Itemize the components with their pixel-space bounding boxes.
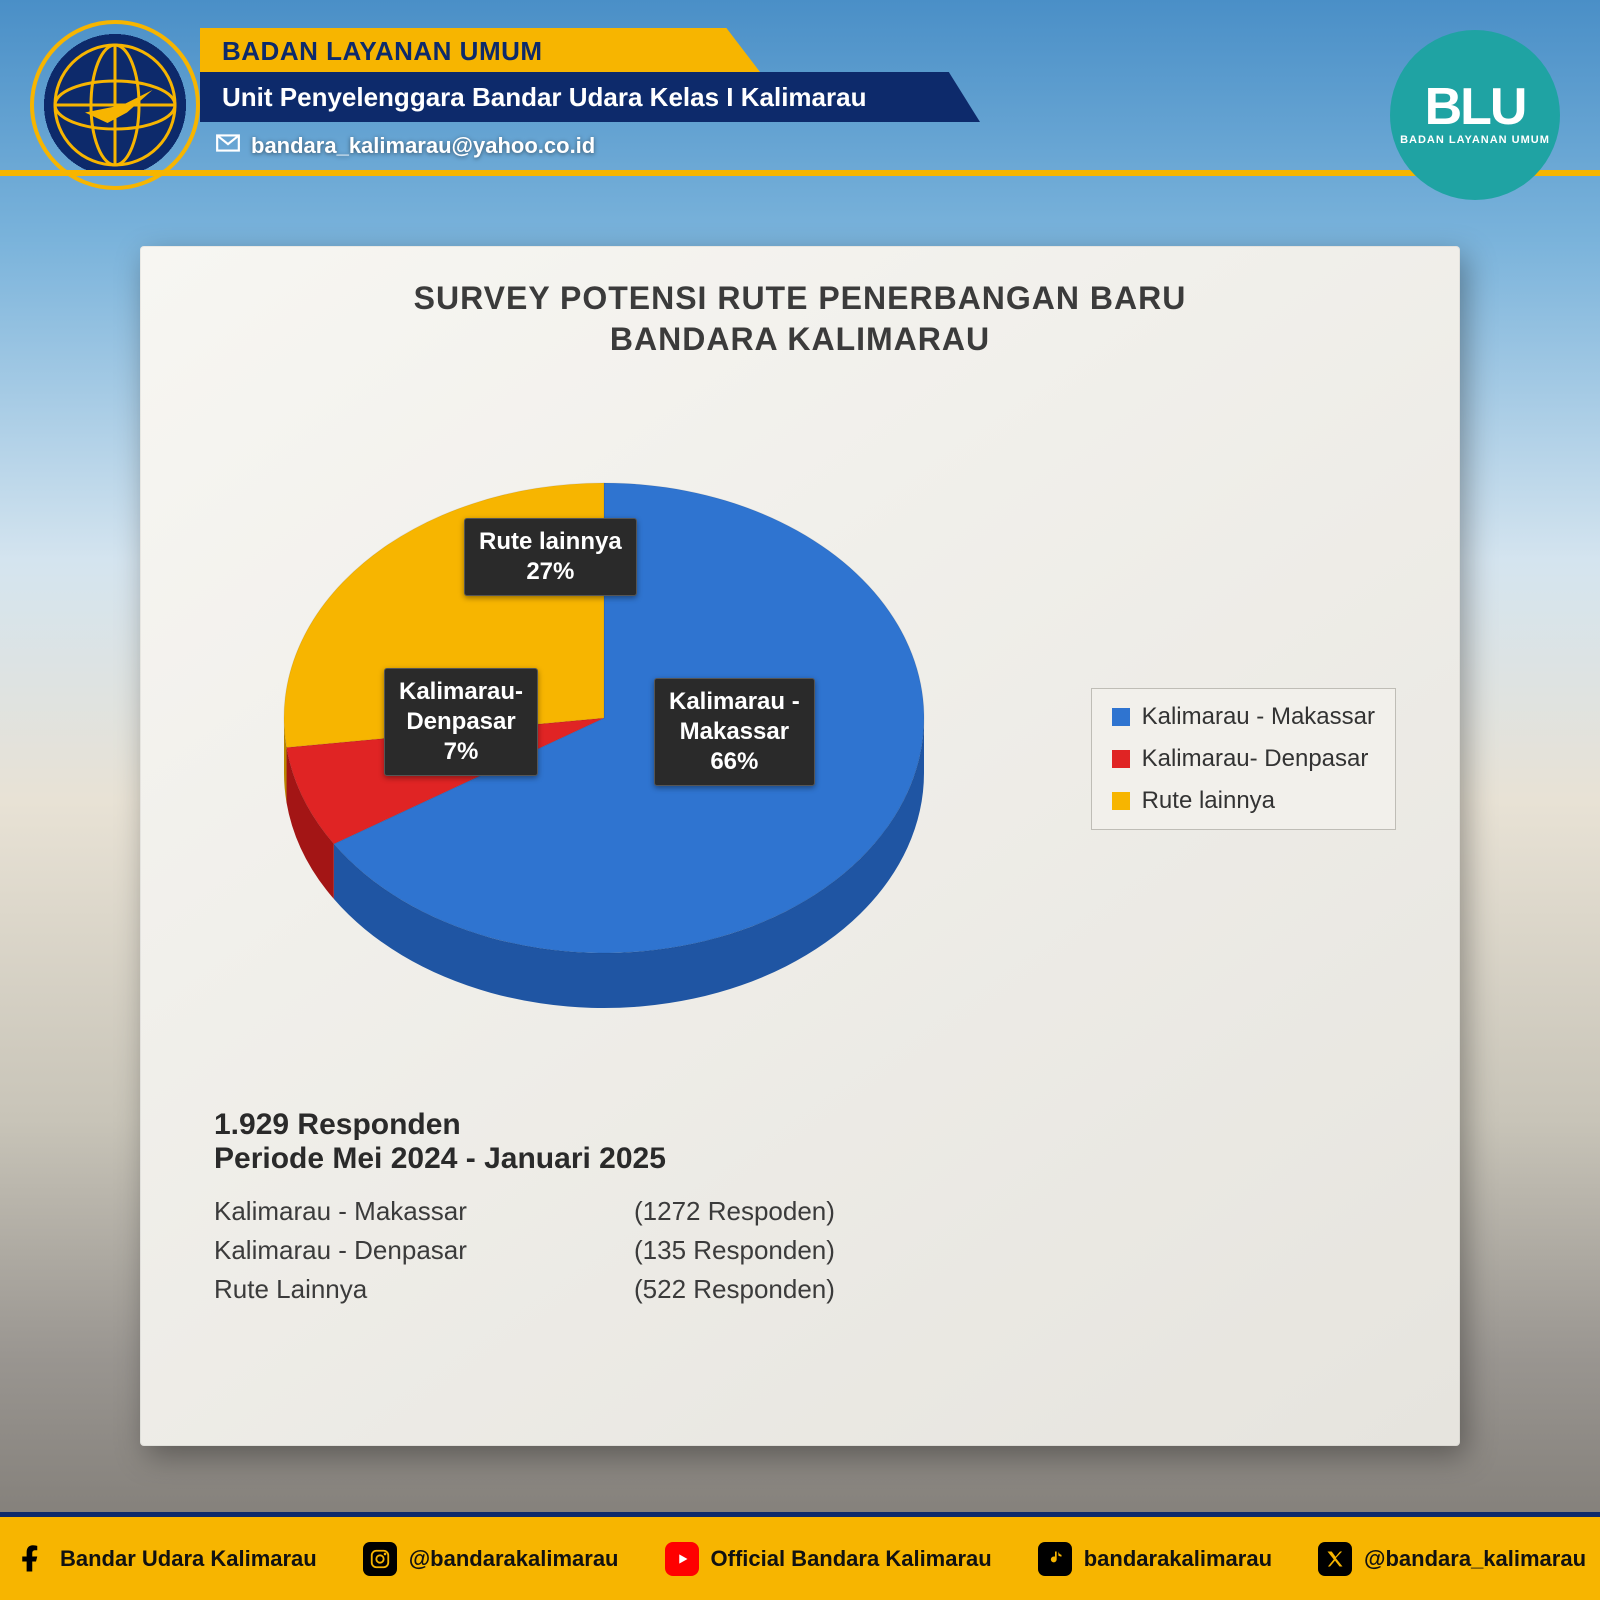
legend-swatch (1112, 708, 1130, 726)
x-icon (1318, 1542, 1352, 1576)
org-banner-primary: BADAN LAYANAN UMUM (200, 28, 760, 72)
survey-card: SURVEY POTENSI RUTE PENERBANGAN BARU BAN… (140, 246, 1460, 1446)
blu-acronym: BLU (1425, 84, 1526, 131)
legend-item-0: Kalimarau - Makassar (1112, 703, 1375, 731)
summary-route: Kalimarau - Makassar (214, 1192, 634, 1231)
slice-callout-denpasar: Kalimarau-Denpasar7% (384, 668, 538, 776)
org-banner-secondary: Unit Penyelenggara Bandar Udara Kelas I … (200, 72, 980, 122)
social-handle: @bandara_kalimarau (1364, 1546, 1586, 1572)
instagram-icon (363, 1542, 397, 1576)
summary: 1.929 Responden Periode Mei 2024 - Janua… (214, 1108, 1416, 1309)
social-handle: Official Bandara Kalimarau (711, 1546, 992, 1572)
envelope-icon (215, 130, 241, 162)
legend-item-1: Kalimarau- Denpasar (1112, 745, 1375, 773)
blu-badge-icon: BLU BADAN LAYANAN UMUM (1390, 30, 1560, 200)
legend-text: Kalimarau - Makassar (1142, 703, 1375, 731)
ministry-logo-icon (30, 20, 200, 190)
slice-callout-makassar: Kalimarau -Makassar66% (654, 678, 815, 786)
social-handle: @bandarakalimarau (409, 1546, 619, 1572)
email-text: bandara_kalimarau@yahoo.co.id (251, 133, 595, 159)
social-facebook[interactable]: Bandar Udara Kalimarau (14, 1542, 317, 1576)
summary-count: (135 Responden) (634, 1231, 835, 1270)
summary-count: (522 Responden) (634, 1270, 835, 1309)
summary-row-0: Kalimarau - Makassar(1272 Respoden) (214, 1192, 1416, 1231)
social-x[interactable]: @bandara_kalimarau (1318, 1542, 1586, 1576)
legend-swatch (1112, 750, 1130, 768)
legend-text: Kalimarau- Denpasar (1142, 745, 1369, 773)
blu-full: BADAN LAYANAN UMUM (1400, 134, 1550, 146)
social-youtube[interactable]: Official Bandara Kalimarau (665, 1542, 992, 1576)
email-row: bandara_kalimarau@yahoo.co.id (215, 130, 595, 162)
social-handle: Bandar Udara Kalimarau (60, 1546, 317, 1572)
header-rule (0, 170, 1600, 176)
summary-total: 1.929 Responden (214, 1108, 1416, 1142)
social-handle: bandarakalimarau (1084, 1546, 1272, 1572)
summary-count: (1272 Respoden) (634, 1192, 835, 1231)
header: BADAN LAYANAN UMUM Unit Penyelenggara Ba… (0, 0, 1600, 220)
summary-row-2: Rute Lainnya(522 Responden) (214, 1270, 1416, 1309)
legend: Kalimarau - Makassar Kalimarau- Denpasar R… (1091, 688, 1396, 830)
summary-period: Periode Mei 2024 - Januari 2025 (214, 1142, 1416, 1176)
footer: Bandar Udara Kalimarau @bandarakalimarau O… (0, 1512, 1600, 1600)
legend-text: Rute lainnya (1142, 787, 1275, 815)
social-tiktok[interactable]: bandarakalimarau (1038, 1542, 1272, 1576)
legend-swatch (1112, 792, 1130, 810)
summary-route: Rute Lainnya (214, 1270, 634, 1309)
legend-item-2: Rute lainnya (1112, 787, 1375, 815)
card-title-line2: BANDARA KALIMARAU (184, 321, 1416, 358)
pie-chart: Kalimarau -Makassar66% Kalimarau-Denpasar… (184, 388, 1416, 1088)
youtube-icon (665, 1542, 699, 1576)
summary-row-1: Kalimarau - Denpasar(135 Responden) (214, 1231, 1416, 1270)
slice-callout-lainnya: Rute lainnya27% (464, 518, 637, 596)
facebook-icon (14, 1542, 48, 1576)
tiktok-icon (1038, 1542, 1072, 1576)
social-instagram[interactable]: @bandarakalimarau (363, 1542, 619, 1576)
summary-route: Kalimarau - Denpasar (214, 1231, 634, 1270)
card-title-line1: SURVEY POTENSI RUTE PENERBANGAN BARU (184, 280, 1416, 317)
